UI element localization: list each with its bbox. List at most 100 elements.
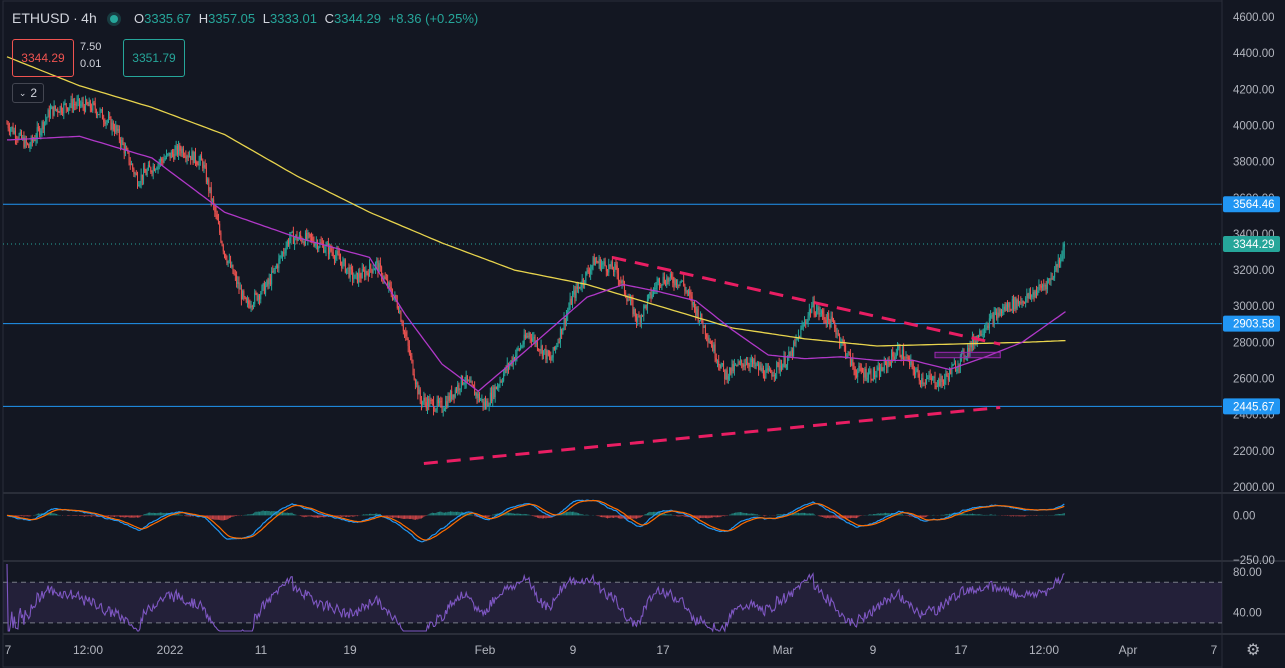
candle-body — [602, 263, 604, 265]
candle-body — [726, 370, 728, 380]
candle-body — [969, 342, 971, 354]
interval-label[interactable]: 4h — [81, 10, 97, 26]
candle-body — [135, 173, 137, 175]
indicators-toggle-button[interactable]: ⌄ 2 — [12, 83, 44, 103]
candle-body — [747, 361, 749, 365]
candle-body — [710, 343, 712, 345]
candle-body — [57, 109, 59, 113]
time-axis-tick: 9 — [570, 643, 577, 657]
candle-body — [619, 280, 621, 282]
candle-body — [741, 360, 743, 364]
candle-body — [926, 378, 928, 383]
candle-body — [605, 265, 607, 272]
candle-body — [268, 278, 270, 285]
candle-body — [752, 358, 754, 364]
candle-body — [829, 320, 831, 328]
candle-body — [528, 332, 530, 336]
candle-body — [795, 339, 797, 343]
candle-body — [1017, 299, 1019, 304]
candle-body — [644, 304, 646, 306]
candle-body — [804, 321, 805, 326]
candle-body — [191, 151, 193, 161]
candle-body — [604, 261, 606, 266]
candle-body — [319, 242, 321, 247]
candle-body — [621, 280, 623, 283]
sell-button[interactable]: 3344.29 — [12, 39, 74, 77]
candle-body — [835, 328, 837, 335]
candle-body — [675, 279, 677, 286]
candle-body — [712, 344, 714, 351]
price-axis-tick: 3800.00 — [1233, 157, 1275, 169]
buy-button[interactable]: 3351.79 — [123, 39, 185, 77]
candle-body — [557, 341, 559, 346]
symbol-label[interactable]: ETHUSD — [12, 10, 70, 26]
candle-body — [1029, 292, 1031, 298]
candle-body — [997, 312, 999, 319]
candle-body — [36, 127, 38, 139]
candle-body — [220, 232, 222, 242]
candle-body — [996, 312, 998, 319]
candle-body — [632, 300, 634, 315]
candle-body — [39, 127, 41, 136]
time-axis-tick: 12:00 — [73, 643, 103, 657]
candle-body — [901, 349, 903, 359]
candle-body — [317, 241, 319, 250]
candle-body — [1005, 304, 1007, 311]
candle-body — [988, 318, 990, 329]
candle-body — [231, 264, 233, 268]
candle-body — [60, 106, 62, 113]
candle-body — [934, 376, 936, 386]
candle-body — [703, 325, 705, 328]
candle-body — [475, 392, 477, 396]
candle-body — [451, 390, 453, 399]
candle-body — [40, 130, 42, 136]
candle-body — [775, 373, 776, 376]
candle-body — [418, 389, 420, 395]
candle-body — [1021, 300, 1023, 304]
candle-body — [1042, 285, 1044, 288]
candle-body — [503, 373, 505, 381]
candle-body — [601, 264, 602, 270]
candle-body — [117, 128, 119, 131]
candle-body — [572, 294, 573, 305]
candle-body — [986, 325, 988, 329]
candle-body — [407, 338, 409, 347]
candle-body — [814, 314, 816, 316]
candle-body — [736, 364, 738, 366]
candle-body — [708, 341, 710, 343]
candle-body — [253, 303, 254, 307]
time-axis-tick: Mar — [773, 643, 794, 657]
candle-body — [721, 363, 723, 366]
candle-body — [173, 153, 175, 160]
candle-body — [831, 316, 833, 321]
candle-body — [759, 365, 761, 370]
gear-icon[interactable]: ⚙ — [1246, 642, 1261, 659]
candle-body — [120, 139, 122, 146]
candle-body — [812, 301, 814, 307]
candle-body — [122, 140, 124, 145]
chart-header: ETHUSD · 4h O3335.67 H3357.05 L3333.01 C… — [12, 10, 482, 26]
candle-body — [157, 163, 159, 169]
candle-body — [294, 238, 296, 244]
candle-body — [533, 336, 535, 339]
candle-body — [442, 410, 444, 412]
candle-body — [743, 364, 745, 367]
high-value: 3357.05 — [208, 11, 256, 26]
candle-body — [625, 292, 627, 297]
candle-body — [275, 265, 277, 268]
candle-body — [781, 365, 783, 370]
candle-body — [192, 151, 194, 164]
candle-body — [863, 372, 865, 378]
candle-body — [677, 284, 679, 286]
candle-body — [80, 104, 82, 106]
candle-body — [320, 242, 322, 244]
candle-body — [935, 385, 937, 387]
candle-body — [71, 99, 73, 109]
candle-body — [95, 109, 97, 116]
candle-body — [549, 355, 551, 357]
candle-body — [50, 108, 51, 118]
candle-body — [460, 375, 462, 389]
candle-body — [659, 278, 660, 285]
candle-body — [433, 401, 435, 411]
